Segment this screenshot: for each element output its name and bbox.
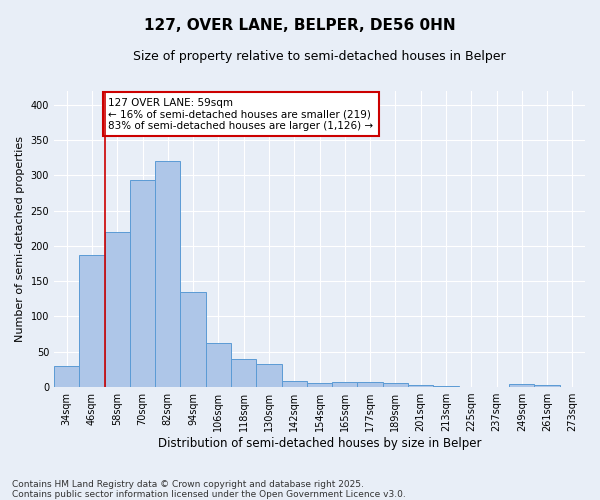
Bar	[155, 161, 181, 387]
Bar	[383, 383, 408, 387]
Text: Contains HM Land Registry data © Crown copyright and database right 2025.
Contai: Contains HM Land Registry data © Crown c…	[12, 480, 406, 499]
Bar	[181, 292, 206, 387]
Bar	[358, 382, 383, 387]
Bar	[433, 386, 458, 387]
Text: 127, OVER LANE, BELPER, DE56 0HN: 127, OVER LANE, BELPER, DE56 0HN	[144, 18, 456, 32]
Bar	[307, 383, 332, 387]
Bar	[281, 380, 307, 387]
Bar	[408, 385, 433, 387]
Title: Size of property relative to semi-detached houses in Belper: Size of property relative to semi-detach…	[133, 50, 506, 63]
Bar	[535, 385, 560, 387]
X-axis label: Distribution of semi-detached houses by size in Belper: Distribution of semi-detached houses by …	[158, 437, 481, 450]
Text: 127 OVER LANE: 59sqm
← 16% of semi-detached houses are smaller (219)
83% of semi: 127 OVER LANE: 59sqm ← 16% of semi-detac…	[109, 98, 374, 131]
Y-axis label: Number of semi-detached properties: Number of semi-detached properties	[15, 136, 25, 342]
Bar	[256, 364, 281, 387]
Bar	[79, 255, 104, 387]
Bar	[54, 366, 79, 387]
Bar	[332, 382, 358, 387]
Bar	[509, 384, 535, 387]
Bar	[130, 180, 155, 387]
Bar	[231, 359, 256, 387]
Bar	[104, 232, 130, 387]
Bar	[206, 344, 231, 387]
